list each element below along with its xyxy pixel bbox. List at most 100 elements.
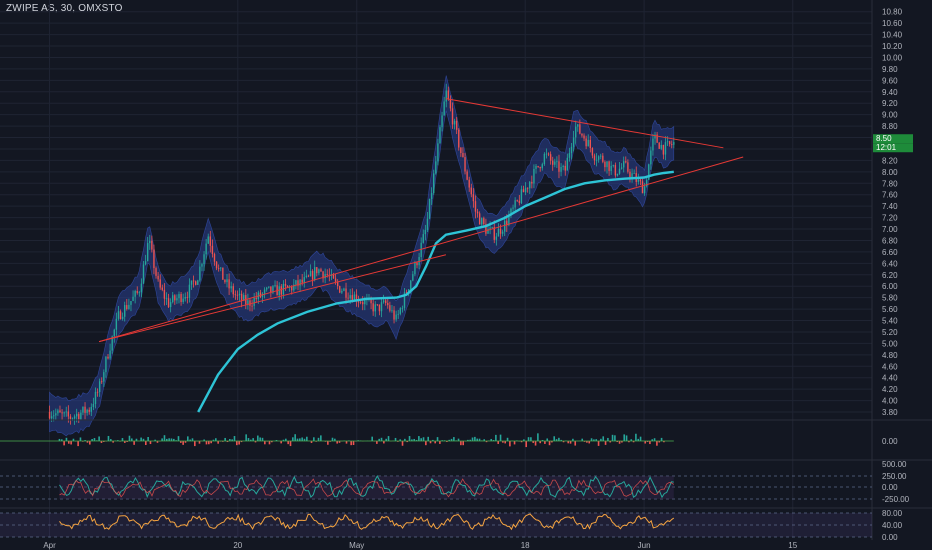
candle-body	[462, 153, 464, 158]
trendline[interactable]	[98, 156, 744, 343]
candle-body	[673, 142, 675, 145]
momentum-bar	[474, 436, 476, 441]
candle-body	[184, 296, 186, 299]
momentum-bar	[497, 441, 500, 444]
candle-body	[362, 302, 364, 305]
candle-body	[105, 356, 107, 373]
candle-body	[570, 146, 573, 154]
momentum-bar	[499, 434, 502, 441]
momentum-bar	[140, 437, 142, 441]
candle-body	[69, 416, 72, 419]
candle-body	[82, 406, 84, 413]
candle-body	[574, 126, 577, 138]
candle-body	[625, 161, 627, 163]
price-axis[interactable]: 3.80 4.00 4.20 4.40 4.60 4.80 5.00 5.20 5.40 5.60…	[882, 8, 910, 542]
price-tick-label: 10.20	[882, 42, 903, 51]
price-tick-label: 10.40	[882, 31, 903, 40]
time-axis[interactable]: Apr 20 May 18 Jun 15	[43, 541, 797, 550]
candlesticks	[48, 83, 675, 425]
candle-body	[167, 298, 170, 308]
momentum-bar	[380, 437, 383, 441]
candle-body	[568, 153, 571, 158]
candle-body	[393, 310, 395, 320]
candle-body	[504, 220, 506, 232]
momentum-bar	[399, 439, 401, 441]
candle-body	[656, 134, 658, 143]
momentum-bar	[299, 438, 301, 441]
candle-body	[165, 298, 168, 300]
momentum-bar	[397, 441, 399, 442]
momentum-bar	[245, 434, 247, 441]
candle-body	[247, 300, 249, 305]
trendline[interactable]	[445, 98, 724, 149]
momentum-bar	[194, 441, 196, 447]
candle-body	[341, 290, 343, 293]
candle-body	[662, 144, 665, 155]
candle-body	[470, 187, 472, 195]
candle-body	[117, 311, 120, 319]
momentum-bar	[65, 437, 68, 441]
momentum-bar	[630, 439, 633, 441]
candle-body	[249, 300, 251, 306]
price-tick-label: 4.60	[882, 362, 898, 371]
grid-lines	[0, 0, 873, 540]
momentum-bar	[415, 439, 418, 441]
momentum-bar	[385, 438, 387, 441]
candle-body	[616, 173, 619, 176]
momentum-bar	[562, 441, 565, 443]
osc-zone	[0, 513, 872, 537]
last-price-label: 8.50	[876, 134, 892, 143]
momentum-bar	[177, 436, 180, 441]
candle-body	[382, 300, 385, 303]
candle-body	[387, 303, 389, 306]
momentum-bar	[285, 438, 287, 441]
candle-body	[336, 281, 339, 287]
momentum-bar	[553, 436, 556, 441]
momentum-bar	[102, 441, 105, 442]
candle-body	[397, 313, 399, 315]
momentum-bar	[607, 437, 609, 441]
momentum-bar	[336, 441, 338, 444]
momentum-bar	[124, 441, 126, 443]
momentum-bar	[229, 439, 231, 441]
candle-body	[161, 287, 163, 290]
momentum-bar	[98, 436, 100, 441]
candle-body	[61, 412, 63, 414]
candle-body	[259, 292, 262, 297]
momentum-bar	[112, 441, 114, 443]
candle-body	[86, 409, 88, 413]
trendline[interactable]	[98, 254, 447, 343]
momentum-bar	[376, 441, 378, 444]
momentum-bar	[303, 438, 306, 441]
momentum-bar	[350, 441, 352, 446]
momentum-bar	[338, 441, 341, 443]
momentum-bar	[275, 439, 278, 441]
candle-body	[562, 165, 564, 167]
candle-body	[353, 294, 356, 302]
candle-body	[581, 133, 583, 136]
candle-body	[610, 165, 612, 171]
momentum-bar	[180, 441, 182, 443]
candle-body	[595, 159, 598, 161]
candle-body	[251, 305, 253, 307]
momentum-bar	[525, 441, 528, 448]
candle-body	[543, 153, 546, 165]
momentum-bar	[135, 438, 138, 441]
candle-body	[474, 201, 477, 212]
candle-body	[190, 280, 193, 285]
momentum-bar	[462, 441, 465, 446]
candle-body	[489, 227, 491, 229]
candle-body	[253, 297, 255, 306]
candle-body	[119, 311, 122, 320]
momentum-bar	[523, 439, 525, 441]
subpanel-tick-label: -250.00	[882, 495, 910, 504]
candle-body	[155, 268, 157, 276]
candle-body	[514, 200, 516, 208]
candle-body	[230, 286, 232, 289]
trendlines[interactable]	[98, 98, 744, 343]
momentum-bar	[574, 441, 577, 446]
candle-body	[138, 292, 141, 294]
candle-body	[468, 179, 470, 188]
candle-body	[643, 186, 646, 194]
